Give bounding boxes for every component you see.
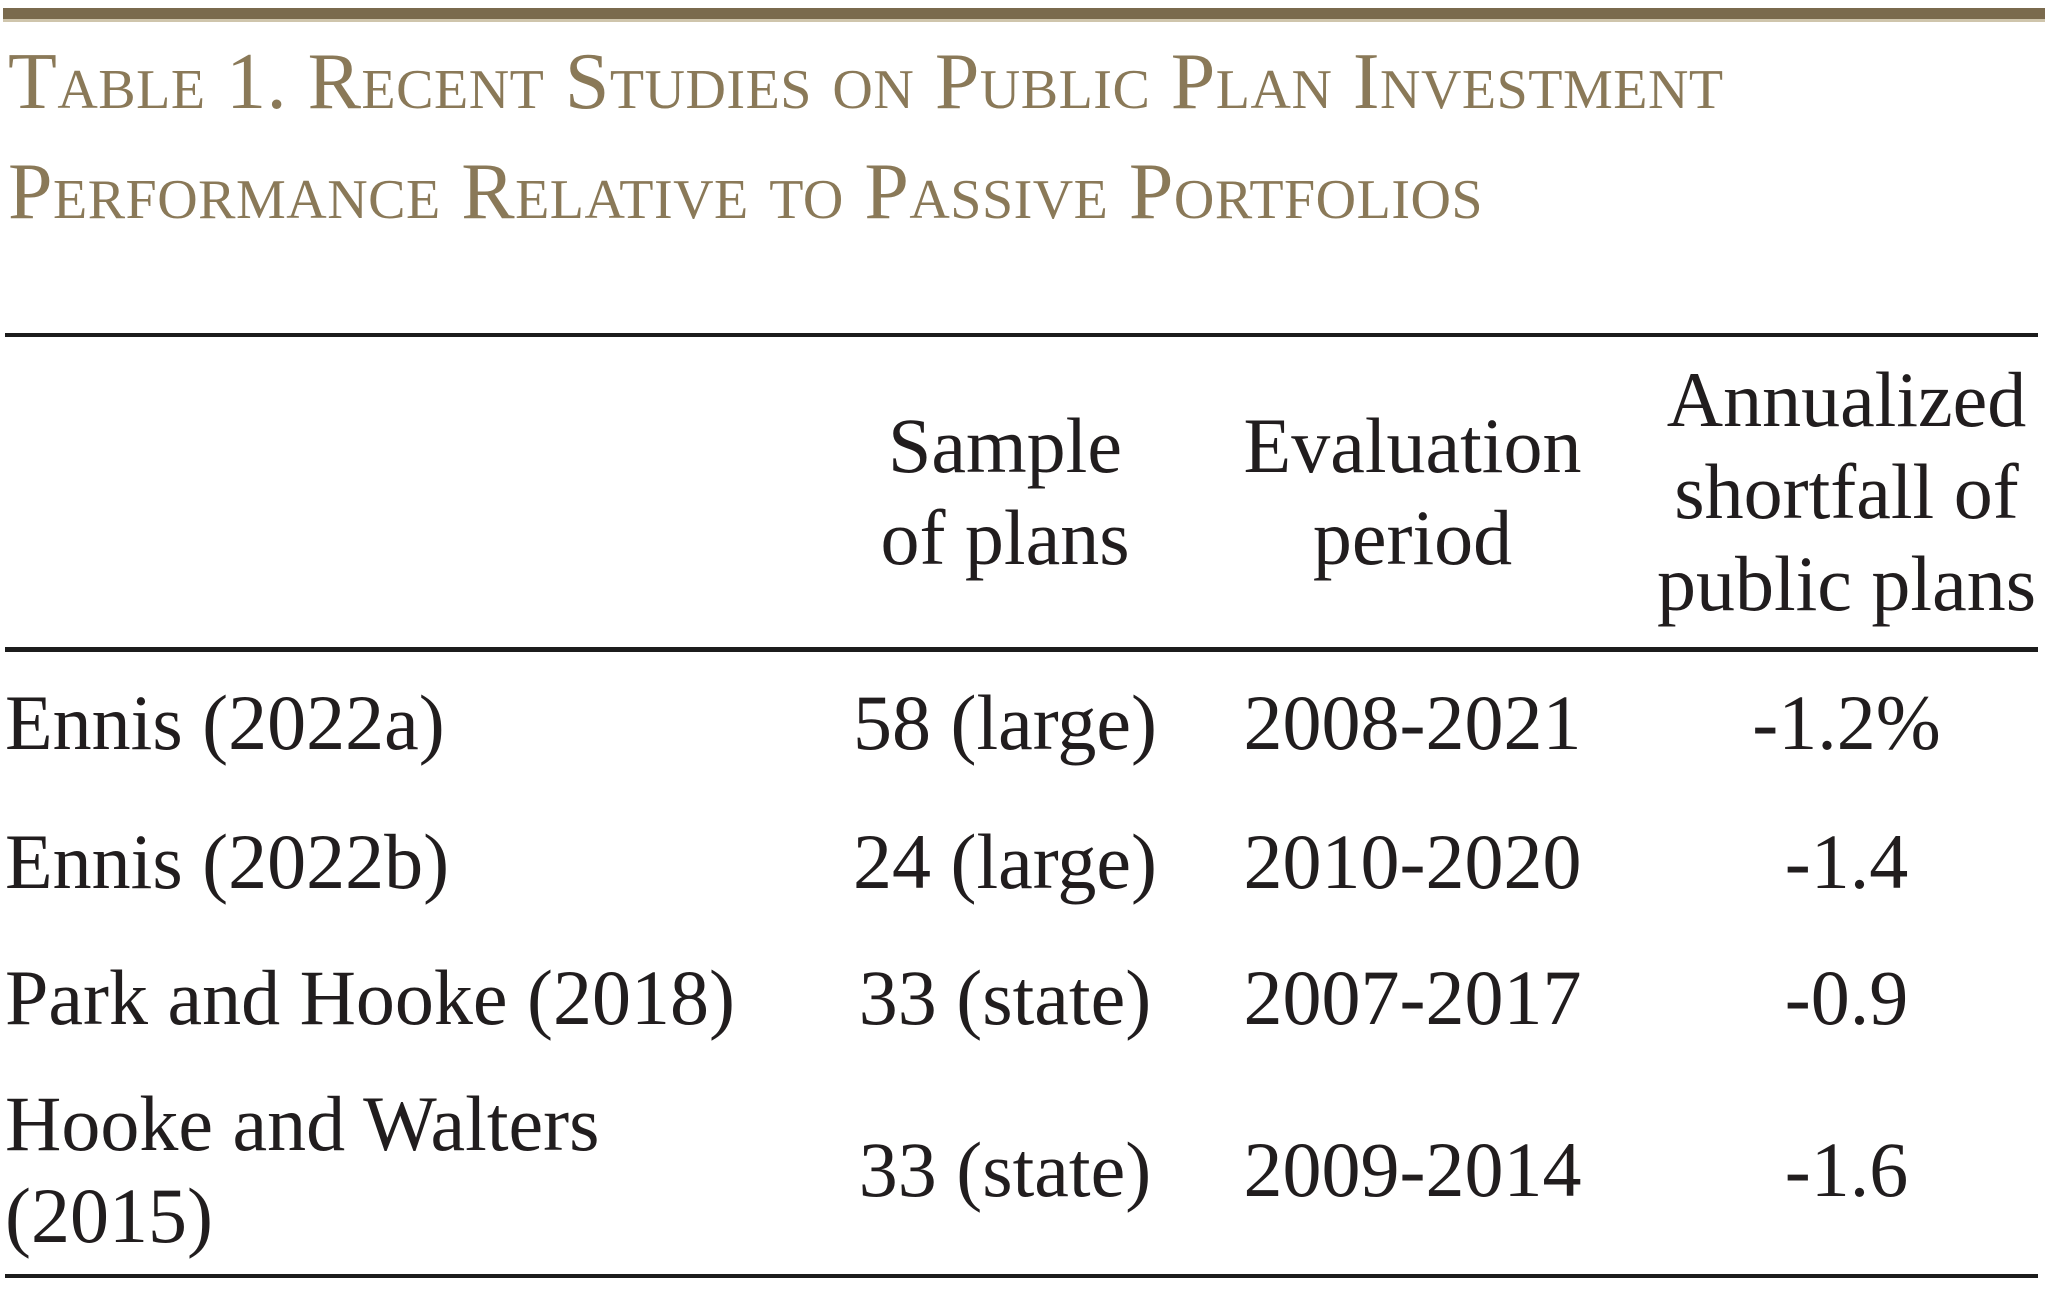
cell-study: Park and Hooke (2018)	[5, 930, 840, 1066]
table-title-line-1: Table 1. Recent Studies on Public Plan I…	[8, 38, 1724, 126]
column-header-shortfall: Annualized shortfall of public plans	[1655, 335, 2038, 652]
cell-period: 2008-2021	[1243, 679, 1582, 766]
table-row: Ennis (2022b) 24 (large) 2010-2020 -1.4	[5, 794, 2038, 930]
cell-sample: 33 (state)	[858, 954, 1152, 1041]
cell-period: 2007-2017	[1243, 954, 1582, 1041]
column-header-study	[5, 335, 840, 652]
studies-table: Sample of plans Evaluation period Annual…	[5, 333, 2038, 1278]
header-row: Sample of plans Evaluation period Annual…	[5, 335, 2038, 652]
column-header-sample-line-2: of plans	[880, 494, 1130, 581]
cell-study-line-2: (2015)	[5, 1172, 213, 1259]
cell-shortfall: -1.6	[1784, 1126, 1909, 1213]
column-header-shortfall-line-2: shortfall of	[1674, 448, 2019, 535]
cell-study-line-1: Hooke and Walters	[5, 1080, 600, 1167]
table-header: Sample of plans Evaluation period Annual…	[5, 335, 2038, 652]
column-header-shortfall-line-3: public plans	[1656, 540, 2037, 627]
column-header-period-line-2: period	[1312, 494, 1513, 581]
cell-period: 2009-2014	[1243, 1126, 1582, 1213]
cell-study: Hooke and Walters (2015)	[5, 1066, 840, 1276]
table-title: Table 1. Recent Studies on Public Plan I…	[8, 27, 2048, 247]
title-accent-bar	[3, 8, 2045, 19]
cell-study: Ennis (2022b)	[5, 794, 840, 930]
cell-period: 2010-2020	[1243, 818, 1582, 905]
cell-sample: 33 (state)	[858, 1126, 1152, 1213]
table-row: Ennis (2022a) 58 (large) 2008-2021 -1.2%	[5, 650, 2038, 795]
cell-shortfall: -1.2%	[1752, 679, 1941, 766]
cell-study: Ennis (2022a)	[5, 650, 840, 795]
title-accent-bar-underline	[3, 19, 2045, 22]
cell-sample: 24 (large)	[853, 818, 1157, 905]
cell-study-line-1: Ennis (2022a)	[5, 679, 445, 766]
column-header-sample-line-1: Sample	[888, 402, 1122, 489]
cell-study-line-1: Ennis (2022b)	[5, 818, 450, 905]
cell-study-line-1: Park and Hooke (2018)	[5, 954, 735, 1041]
table-title-line-2: Performance Relative to Passive Portfoli…	[8, 148, 1484, 236]
table-row: Park and Hooke (2018) 33 (state) 2007-20…	[5, 930, 2038, 1066]
cell-shortfall: -1.4	[1784, 818, 1909, 905]
table-row: Hooke and Walters (2015) 33 (state) 2009…	[5, 1066, 2038, 1276]
cell-shortfall: -0.9	[1784, 954, 1909, 1041]
cell-sample: 58 (large)	[853, 679, 1157, 766]
column-header-sample: Sample of plans	[840, 335, 1170, 652]
table-body: Ennis (2022a) 58 (large) 2008-2021 -1.2%…	[5, 650, 2038, 1277]
column-header-period: Evaluation period	[1170, 335, 1655, 652]
column-header-shortfall-line-1: Annualized	[1666, 356, 2027, 443]
column-header-period-line-1: Evaluation	[1243, 402, 1582, 489]
